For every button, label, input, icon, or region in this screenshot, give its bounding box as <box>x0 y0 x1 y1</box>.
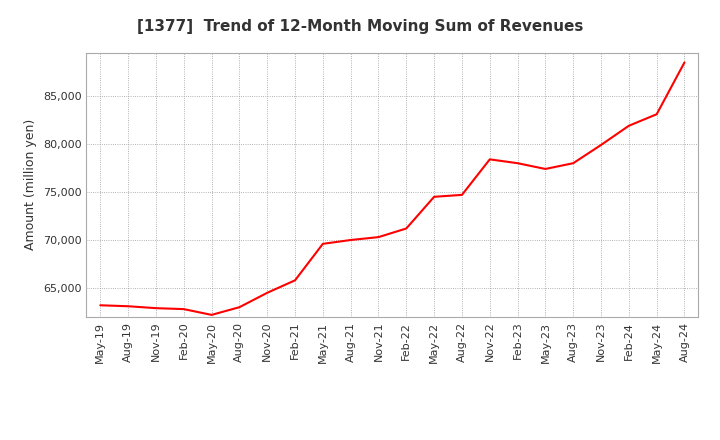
Y-axis label: Amount (million yen): Amount (million yen) <box>24 119 37 250</box>
Text: [1377]  Trend of 12-Month Moving Sum of Revenues: [1377] Trend of 12-Month Moving Sum of R… <box>137 19 583 34</box>
